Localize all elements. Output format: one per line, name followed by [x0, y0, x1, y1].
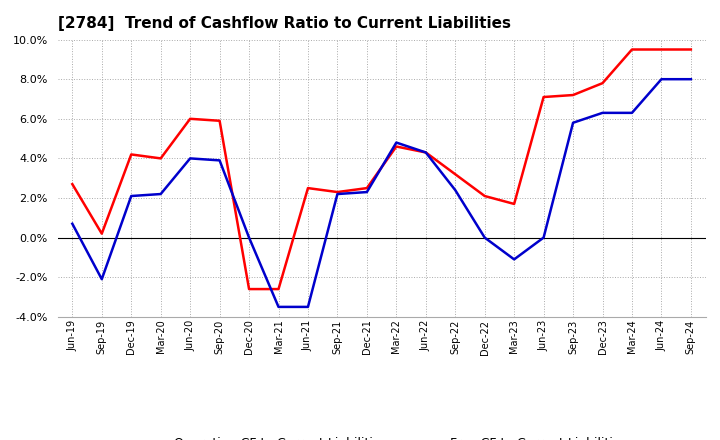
- Operating CF to Current Liabilities: [569, 92, 577, 98]
- Free CF to Current Liabilities: [510, 257, 518, 262]
- Operating CF to Current Liabilities: [657, 47, 666, 52]
- Line: Free CF to Current Liabilities: Free CF to Current Liabilities: [72, 79, 691, 307]
- Operating CF to Current Liabilities: [274, 286, 283, 292]
- Free CF to Current Liabilities: [97, 276, 106, 282]
- Operating CF to Current Liabilities: [598, 81, 607, 86]
- Legend: Operating CF to Current Liabilities, Free CF to Current Liabilities: Operating CF to Current Liabilities, Fre…: [132, 432, 631, 440]
- Free CF to Current Liabilities: [657, 77, 666, 82]
- Free CF to Current Liabilities: [687, 77, 696, 82]
- Free CF to Current Liabilities: [215, 158, 224, 163]
- Free CF to Current Liabilities: [245, 235, 253, 240]
- Operating CF to Current Liabilities: [421, 150, 430, 155]
- Operating CF to Current Liabilities: [127, 152, 135, 157]
- Free CF to Current Liabilities: [628, 110, 636, 115]
- Free CF to Current Liabilities: [127, 193, 135, 198]
- Operating CF to Current Liabilities: [539, 95, 548, 100]
- Operating CF to Current Liabilities: [97, 231, 106, 236]
- Operating CF to Current Liabilities: [510, 201, 518, 206]
- Free CF to Current Liabilities: [333, 191, 342, 197]
- Operating CF to Current Liabilities: [68, 181, 76, 187]
- Free CF to Current Liabilities: [569, 120, 577, 125]
- Operating CF to Current Liabilities: [186, 116, 194, 121]
- Free CF to Current Liabilities: [304, 304, 312, 310]
- Free CF to Current Liabilities: [363, 189, 372, 194]
- Free CF to Current Liabilities: [480, 235, 489, 240]
- Free CF to Current Liabilities: [68, 221, 76, 226]
- Operating CF to Current Liabilities: [333, 189, 342, 194]
- Operating CF to Current Liabilities: [451, 172, 459, 177]
- Operating CF to Current Liabilities: [245, 286, 253, 292]
- Free CF to Current Liabilities: [598, 110, 607, 115]
- Free CF to Current Liabilities: [274, 304, 283, 310]
- Operating CF to Current Liabilities: [392, 144, 400, 149]
- Operating CF to Current Liabilities: [628, 47, 636, 52]
- Operating CF to Current Liabilities: [215, 118, 224, 123]
- Free CF to Current Liabilities: [186, 156, 194, 161]
- Text: [2784]  Trend of Cashflow Ratio to Current Liabilities: [2784] Trend of Cashflow Ratio to Curren…: [58, 16, 510, 32]
- Operating CF to Current Liabilities: [687, 47, 696, 52]
- Free CF to Current Liabilities: [392, 140, 400, 145]
- Free CF to Current Liabilities: [539, 235, 548, 240]
- Free CF to Current Liabilities: [451, 187, 459, 193]
- Free CF to Current Liabilities: [156, 191, 165, 197]
- Line: Operating CF to Current Liabilities: Operating CF to Current Liabilities: [72, 50, 691, 289]
- Operating CF to Current Liabilities: [363, 186, 372, 191]
- Operating CF to Current Liabilities: [304, 186, 312, 191]
- Operating CF to Current Liabilities: [156, 156, 165, 161]
- Free CF to Current Liabilities: [421, 150, 430, 155]
- Operating CF to Current Liabilities: [480, 193, 489, 198]
